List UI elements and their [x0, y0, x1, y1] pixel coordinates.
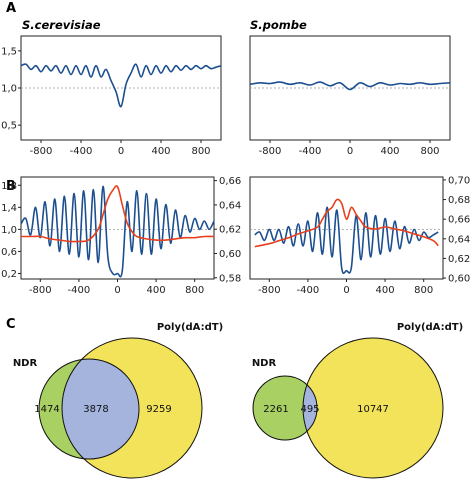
species-title-left: S.cerevisiae — [22, 18, 101, 32]
x-tick-label: -800 — [259, 146, 282, 157]
y2-tick-label: 0,64 — [448, 234, 470, 245]
venn-cerevisiae: 1474 3878 9259 NDR Poly(dA:dT) — [13, 322, 223, 479]
venn-label-ndr: NDR — [13, 358, 38, 369]
y-tick-label: 1,4 — [1, 203, 17, 214]
y2-tick-label: 0,68 — [448, 195, 470, 206]
series-line-red — [254, 198, 439, 248]
x-tick-label: 0 — [114, 285, 120, 296]
chart-b-pombe: -800 -400 0 400 800 0,60 0,62 0,64 0,66 0,68 0,70 — [249, 175, 470, 296]
series-line-blue — [20, 63, 222, 108]
x-tick-label: 800 — [185, 285, 204, 296]
y-tick-label: 0,2 — [1, 269, 17, 280]
x-tick-label: 800 — [191, 146, 210, 157]
venn-overlap — [62, 358, 140, 459]
venn-pombe: 2261 495 10747 NDR Poly(dA:dT) — [252, 322, 463, 479]
y2-tick-label: 0,64 — [219, 200, 241, 211]
venn-outline-polydadt — [302, 337, 444, 479]
venn-outline-ndr — [38, 358, 140, 460]
y-tick-label: 1,0 — [1, 225, 17, 236]
y2-tick-label: 0,60 — [448, 274, 470, 285]
panel-label-b: B — [6, 179, 16, 194]
x-tick-label: -800 — [29, 285, 52, 296]
y2-tick-label: 0,70 — [448, 175, 470, 186]
x-tick-label: -400 — [70, 146, 93, 157]
y2-tick-label: 0,62 — [219, 225, 241, 236]
y-tick-label: 1,8 — [1, 181, 17, 192]
venn-count-ndr-only: 1474 — [34, 404, 59, 415]
y-tick-label: 0,5 — [1, 121, 17, 132]
y2-tick-label: 0,66 — [219, 176, 241, 187]
y2-tick-label: 0,58 — [219, 273, 241, 284]
x-tick-label: 400 — [147, 285, 166, 296]
x-tick-label: -400 — [297, 285, 320, 296]
y2-tick-label: 0,66 — [448, 215, 470, 226]
x-tick-label: 0 — [343, 285, 349, 296]
venn-outline-polydadt — [61, 337, 203, 479]
series-line-blue — [249, 81, 451, 91]
plot-frame — [20, 176, 215, 280]
venn-count-ndr-only: 2261 — [263, 404, 288, 415]
venn-count-overlap: 3878 — [83, 404, 108, 415]
species-title-right: S.pombe — [250, 18, 307, 32]
x-tick-label: -400 — [299, 146, 322, 157]
y2-tick-label: 0,62 — [448, 254, 470, 265]
y2-tick-label: 0,60 — [219, 249, 241, 260]
x-tick-label: 0 — [347, 146, 353, 157]
y-tick-label: 1,5 — [1, 46, 17, 57]
plot-frame — [249, 176, 444, 280]
venn-count-polydadt-only: 9259 — [146, 404, 171, 415]
x-tick-label: 0 — [118, 146, 124, 157]
venn-label-ndr: NDR — [252, 358, 277, 369]
chart-a-cerevisiae: -800 -400 0 400 800 0,5 1,0 1,5 — [1, 35, 222, 157]
y-tick-label: 1,0 — [1, 84, 17, 95]
x-tick-label: 800 — [420, 146, 439, 157]
x-tick-label: 400 — [376, 285, 395, 296]
venn-label-polydadt: Poly(dA:dT) — [397, 322, 463, 333]
chart-b-cerevisiae: -800 -400 0 400 800 0,2 0,6 1,0 1,4 1,8 0,58 0,60 0,… — [1, 176, 241, 296]
panel-label-a: A — [6, 1, 16, 16]
y-tick-label: 0,6 — [1, 247, 17, 258]
panel-label-c: C — [6, 317, 16, 332]
venn-count-polydadt-only: 10747 — [357, 404, 389, 415]
x-tick-label: -800 — [30, 146, 53, 157]
x-tick-label: -800 — [258, 285, 281, 296]
x-tick-label: 800 — [414, 285, 433, 296]
series-line-blue — [20, 185, 215, 278]
x-tick-label: -400 — [68, 285, 91, 296]
x-tick-label: 400 — [380, 146, 399, 157]
chart-a-pombe: -800 -400 0 400 800 — [249, 35, 451, 157]
series-line-red — [21, 185, 215, 243]
venn-outline-ndr — [252, 375, 318, 441]
venn-count-overlap: 495 — [300, 404, 319, 415]
venn-set-polydadt — [303, 338, 443, 478]
venn-set-ndr — [253, 376, 317, 440]
venn-label-polydadt: Poly(dA:dT) — [157, 322, 223, 333]
x-tick-label: 400 — [151, 146, 170, 157]
venn-overlap — [302, 384, 317, 432]
